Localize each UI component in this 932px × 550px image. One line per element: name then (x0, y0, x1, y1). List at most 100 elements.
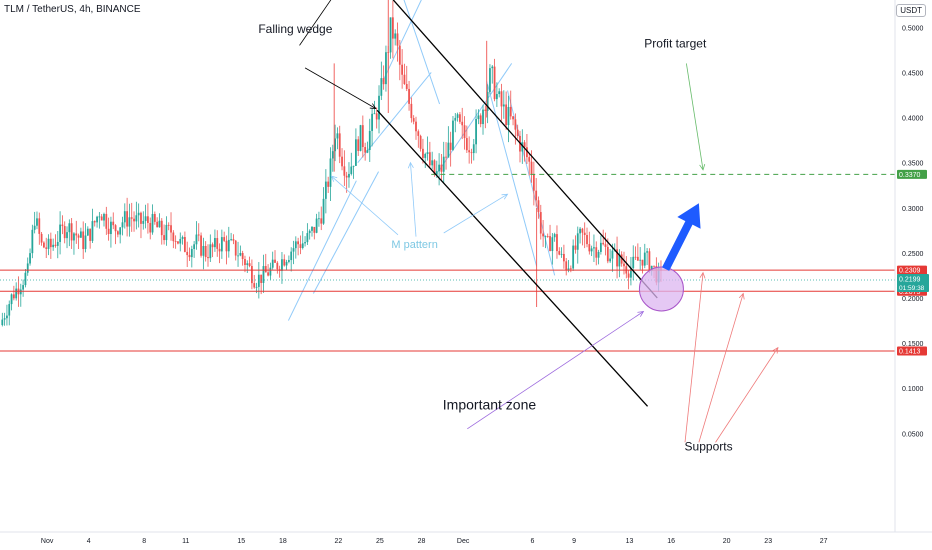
candle-body (408, 88, 410, 104)
y-tick-label: 0.3500 (902, 161, 924, 168)
channel-line (382, 0, 422, 82)
candle-body (470, 152, 473, 154)
candle-body (523, 142, 526, 148)
candle-body (572, 245, 575, 269)
candle-body (264, 266, 267, 273)
candle-body (186, 251, 189, 256)
wedge-pointer-lower (304, 67, 376, 109)
candle-body (290, 251, 293, 261)
candle-body (364, 147, 367, 153)
candle-body (123, 211, 126, 223)
candle-body (498, 91, 501, 95)
wedge-pointer-upper (299, 0, 332, 46)
candle-body (371, 113, 373, 131)
candle-body (214, 238, 216, 248)
candle-body (283, 259, 286, 266)
candle-body (241, 253, 244, 260)
candle-body (428, 152, 431, 166)
candle-body (26, 263, 29, 273)
wedge-lower-line (376, 109, 649, 407)
candle-body (110, 221, 112, 235)
candle-body (299, 244, 302, 248)
candle-body (604, 244, 607, 247)
candle-body (287, 260, 290, 262)
candle-body (230, 239, 233, 240)
symbol-title: TLM / TetherUS, 4h, BINANCE (4, 4, 141, 15)
candle-body (459, 114, 461, 122)
candle-body (482, 109, 484, 125)
candle-body (1, 319, 4, 326)
candle-body (29, 253, 31, 264)
candle-body (165, 224, 168, 241)
candle-body (539, 212, 542, 234)
candle-body (438, 164, 441, 172)
candle-body (401, 64, 404, 75)
candle-body (491, 66, 494, 69)
candle-body (507, 106, 510, 126)
candle-body (281, 259, 283, 271)
candle-body (63, 226, 66, 239)
candle-body (98, 216, 101, 218)
candle-body (49, 238, 52, 248)
level-price-tag-bg (897, 169, 927, 179)
channel-line (312, 171, 379, 294)
candle-body (535, 190, 538, 201)
candle-body (112, 221, 115, 226)
y-tick-label: 0.0500 (902, 431, 924, 438)
candle-body (486, 91, 489, 111)
candle-body (211, 244, 214, 248)
candle-body (31, 229, 34, 254)
candle-body (489, 68, 491, 92)
channel-lines (287, 0, 556, 321)
candle-body (479, 115, 482, 125)
candle-body (445, 156, 447, 158)
candle-body (220, 237, 223, 252)
candle-body (135, 215, 138, 222)
candle-body (472, 144, 475, 154)
candle-body (505, 104, 508, 126)
y-tick-label: 0.5000 (902, 25, 924, 32)
candle-body (442, 156, 445, 172)
candle-body (130, 217, 133, 219)
candle-body (318, 218, 320, 220)
candle-body (149, 222, 152, 233)
candle-body (595, 247, 598, 258)
candle-body (558, 251, 561, 255)
levels-layer (0, 173, 895, 352)
candle-body (75, 233, 78, 236)
candle-body (456, 114, 459, 118)
candle-body (512, 116, 514, 120)
candle-body (560, 253, 563, 255)
level-price-tag-bg (897, 265, 927, 275)
candle-body (521, 142, 524, 152)
y-tick-label: 0.3000 (902, 206, 924, 213)
candle-body (627, 273, 630, 278)
candle-body (556, 234, 558, 252)
candle-body (357, 139, 360, 151)
candle-body (620, 254, 623, 264)
candle-body (542, 233, 545, 237)
level-price-tag: 0.2075 (899, 289, 921, 296)
supports-pointer-head (699, 271, 706, 279)
candle-body (33, 225, 36, 230)
y-tick-label: 0.2000 (902, 296, 924, 303)
x-tick-label: 6 (531, 538, 535, 545)
candle-body (128, 217, 131, 227)
candle-body (375, 113, 378, 120)
candle-body (398, 45, 401, 65)
candle-body (426, 152, 429, 154)
candle-body (93, 221, 96, 223)
candle-body (181, 237, 184, 239)
candle-body (382, 78, 385, 85)
currency-badge[interactable]: USDT (896, 4, 926, 17)
candle-body (463, 125, 466, 139)
candle-body (366, 150, 369, 153)
candle-body (630, 268, 632, 278)
candle-body (89, 228, 92, 241)
supports-pointer (715, 347, 779, 443)
candle-body (177, 241, 179, 244)
candle-body (10, 294, 13, 305)
candle-body (602, 242, 605, 245)
candle-body (66, 232, 68, 239)
